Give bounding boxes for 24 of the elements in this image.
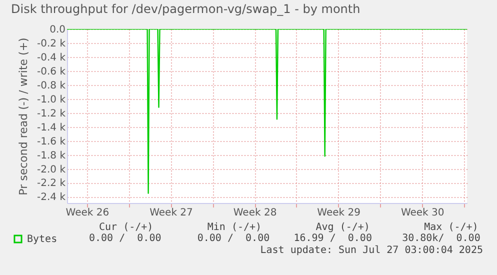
y-tick-label: -1.8 k xyxy=(37,150,66,162)
y-tick-label: -0.4 k xyxy=(37,52,66,64)
x-tick-label: Week 26 xyxy=(66,208,110,218)
text: Cur (-/+) Min (-/+) Avg (-/+) Max (-/+) xyxy=(99,222,478,233)
x-tick-label: Week 29 xyxy=(317,208,360,218)
y-tick-label: -2.0 k xyxy=(37,164,66,176)
x-tick-label: Week 27 xyxy=(150,208,193,218)
chart-title: Disk throughput for /dev/pagermon-vg/swap_1 - by month xyxy=(11,2,360,16)
y-tick-label: -2.2 k xyxy=(37,178,66,190)
x-tick-label: Week 28 xyxy=(233,208,277,218)
y-tick-label: -2.4 k xyxy=(37,192,66,204)
legend-label: Bytes xyxy=(27,234,58,245)
y-tick-label: -1.2 k xyxy=(37,108,66,120)
y-axis-title: Pr second read (-) / write (+) xyxy=(17,38,30,196)
y-tick-label: -0.2 k xyxy=(37,38,66,50)
y-tick-label: -0.8 k xyxy=(37,80,66,92)
text: Last update: Sun Jul 27 03:00:04 2025 xyxy=(260,245,483,256)
y-tick-label: -1.4 k xyxy=(37,122,66,134)
y-tick-label: -1.0 k xyxy=(37,94,66,106)
y-tick-label: -1.6 k xyxy=(37,136,66,148)
x-tick-label: Week 30 xyxy=(400,208,444,218)
y-tick-label: -0.6 k xyxy=(37,66,66,78)
y-tick-label: 0.0 xyxy=(50,24,66,36)
text: 0.00 / 0.00 0.00 / 0.00 16.99 / 0.00 30.80k/ 0.00 xyxy=(89,233,480,244)
